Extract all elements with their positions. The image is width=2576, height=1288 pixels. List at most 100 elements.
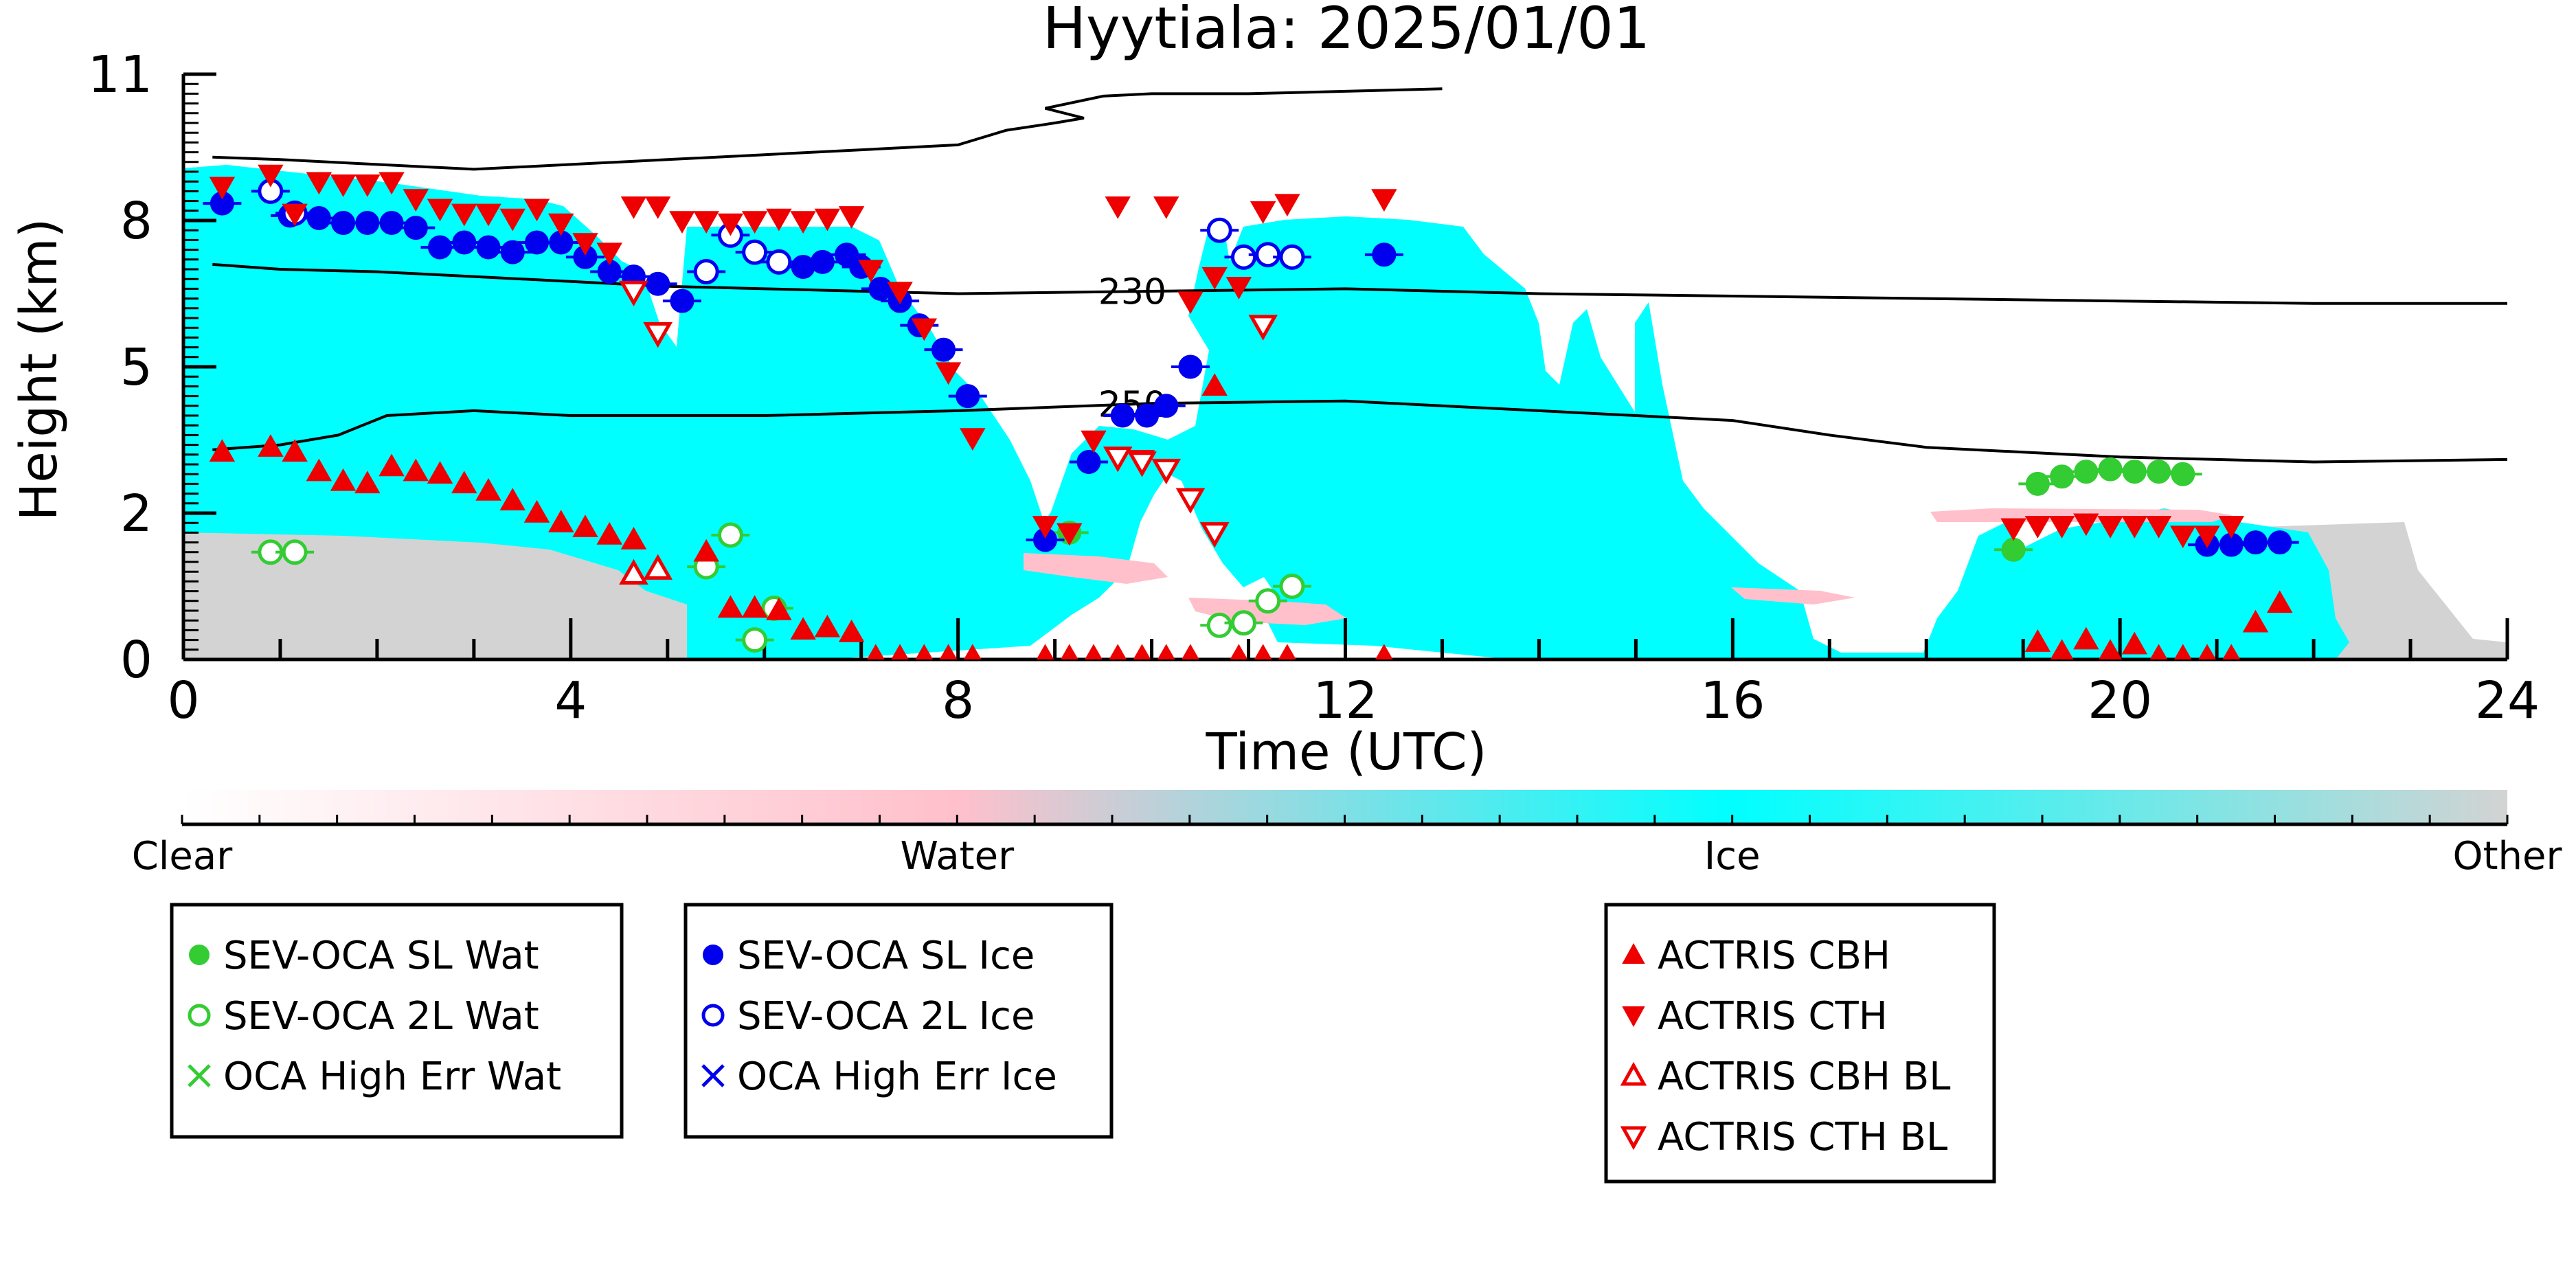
data-point — [379, 172, 405, 195]
series-actris-cbh-bl — [619, 554, 673, 585]
data-point — [1230, 644, 1248, 659]
legend-label: OCA High Err Wat — [223, 1054, 561, 1099]
data-point — [2073, 513, 2099, 536]
data-point — [693, 539, 719, 562]
colorbar-label: Ice — [1704, 834, 1761, 879]
data-point — [717, 522, 743, 548]
data-point — [2001, 537, 2026, 562]
y-tick-label: 11 — [88, 45, 152, 104]
data-point — [1255, 242, 1281, 268]
x-tick-label: 0 — [167, 671, 199, 730]
y-axis-ticks: 0 2 5 8 11 — [88, 45, 216, 690]
series-layer — [203, 164, 2299, 659]
data-point — [1279, 244, 1305, 270]
data-point — [572, 233, 598, 256]
data-point — [1057, 523, 1083, 546]
data-point — [258, 164, 284, 188]
data-point — [475, 203, 501, 227]
data-point — [1076, 449, 1101, 474]
data-point — [1157, 644, 1175, 659]
y-tick-label: 2 — [120, 484, 152, 543]
legend-item: SEV-OCA 2L Wat — [188, 994, 539, 1039]
data-point — [2121, 631, 2148, 655]
data-point — [742, 239, 768, 265]
data-point — [2048, 516, 2075, 539]
data-point — [523, 499, 550, 523]
data-point — [1206, 612, 1232, 638]
data-point — [306, 458, 332, 482]
data-point — [669, 211, 695, 234]
data-point — [2098, 457, 2123, 482]
data-point — [1201, 267, 1228, 290]
data-point — [403, 216, 428, 240]
data-point — [403, 458, 429, 482]
data-point — [282, 203, 308, 227]
data-point — [476, 235, 501, 260]
data-point — [2149, 644, 2168, 659]
legend-item: ACTRIS CTH BL — [1620, 1115, 1947, 1160]
legend-label: ACTRIS CBH BL — [1658, 1054, 1950, 1099]
data-point — [838, 206, 865, 229]
data-point — [354, 174, 381, 197]
data-point — [1127, 451, 1157, 477]
legend-label: SEV-OCA 2L Ice — [737, 994, 1035, 1039]
legend-marker — [1620, 1126, 1647, 1151]
data-point — [643, 322, 673, 348]
legend-marker — [703, 945, 723, 965]
legend-marker — [1622, 1006, 1645, 1028]
data-point — [2121, 516, 2148, 539]
contour-line-240 — [212, 87, 1443, 171]
data-point — [330, 468, 357, 491]
data-point — [766, 597, 792, 620]
data-point — [427, 199, 453, 222]
data-point — [306, 205, 331, 230]
data-point — [741, 211, 768, 234]
legend-marker — [1622, 942, 1645, 964]
data-point — [643, 554, 673, 580]
data-point — [500, 240, 525, 264]
data-point — [814, 208, 841, 231]
y-tick-label: 8 — [120, 192, 152, 251]
x-tick-label: 16 — [1700, 671, 1765, 730]
data-point — [379, 211, 404, 236]
data-point — [2173, 644, 2192, 659]
series-actris-cbh — [209, 373, 2293, 659]
colorbar-label: Clear — [132, 834, 233, 879]
legend-item: SEV-OCA SL Wat — [189, 934, 539, 978]
data-point — [499, 208, 526, 231]
temperature-contours — [212, 87, 2507, 464]
data-point — [523, 199, 550, 222]
legend-frame — [1604, 903, 1996, 1184]
data-point — [209, 177, 236, 200]
data-point — [891, 644, 909, 659]
data-point — [572, 515, 598, 538]
series-actris-cth — [209, 164, 2244, 548]
legend-label: ACTRIS CTH — [1658, 994, 1888, 1039]
data-point — [2222, 644, 2241, 659]
data-point — [1081, 430, 1107, 453]
data-point — [2198, 644, 2216, 659]
y-axis-label: Height (km) — [10, 218, 69, 521]
data-point — [2147, 460, 2171, 484]
legend-item: ACTRIS CTH — [1622, 994, 1888, 1039]
legend-box: SEV-OCA SL Ice SEV-OCA 2L Ice OCA High Err… — [683, 903, 1114, 1139]
data-point — [858, 260, 884, 283]
y-tick-label: 5 — [120, 338, 152, 397]
data-point — [790, 211, 816, 234]
data-point — [596, 521, 622, 545]
y-tick-label: 0 — [120, 631, 152, 690]
data-point — [1103, 447, 1133, 473]
x-tick-label: 20 — [2088, 671, 2152, 730]
data-point — [915, 644, 934, 659]
data-point — [2024, 629, 2051, 652]
legend: SEV-OCA SL Wat SEV-OCA 2L Wat OCA High Err… — [170, 903, 1996, 1184]
data-point — [2145, 516, 2172, 539]
legend-marker — [188, 1004, 211, 1027]
data-point — [258, 434, 284, 457]
legend-marker — [1620, 1061, 1647, 1086]
legend-item: OCA High Err Wat — [188, 1054, 561, 1099]
data-point — [717, 213, 744, 236]
x-axis-label: Time (UTC) — [1205, 723, 1487, 782]
data-point — [1375, 644, 1393, 659]
colorbar-ticks — [181, 815, 2509, 824]
